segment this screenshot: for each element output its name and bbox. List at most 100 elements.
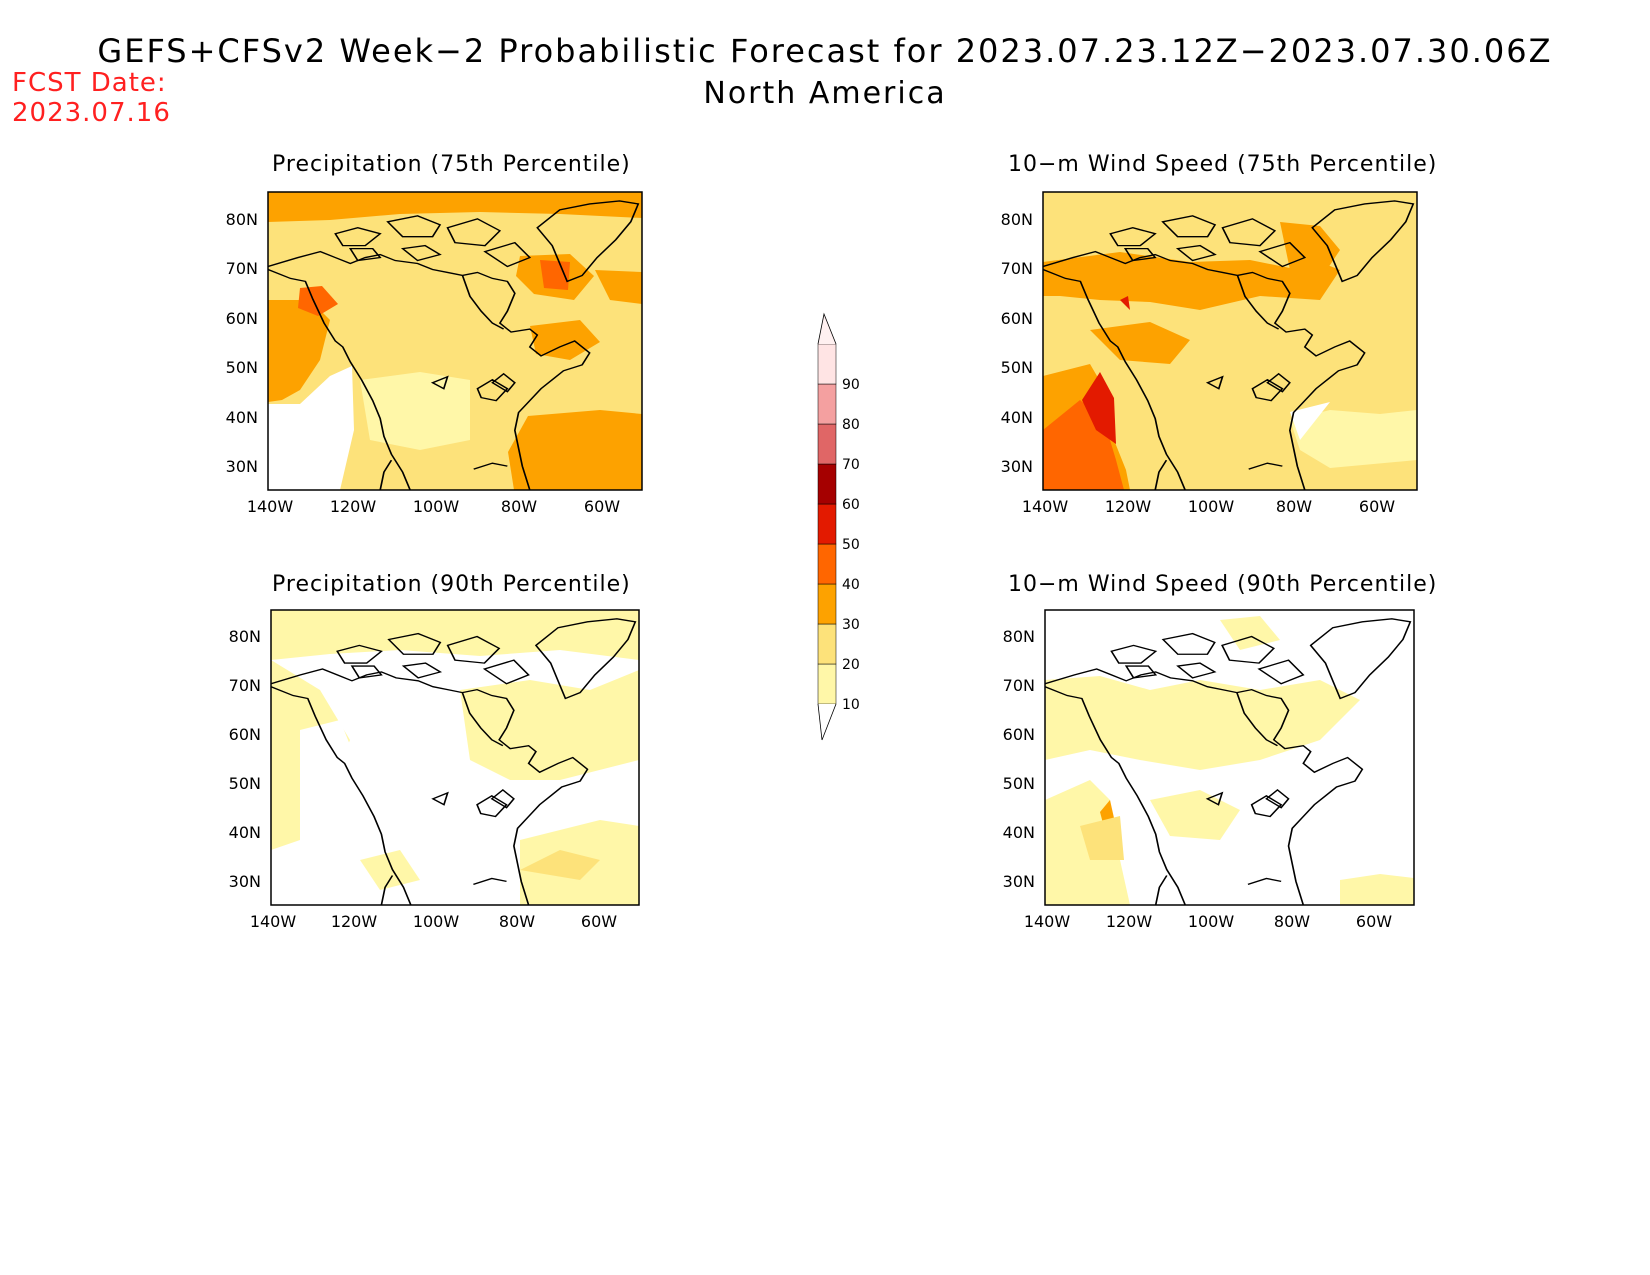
map-panel-precip-75 <box>268 192 642 490</box>
lat-label: 70N <box>229 676 261 695</box>
map-field-low <box>1150 790 1240 840</box>
colorbar-level-label: 20 <box>842 657 860 673</box>
map-field-high <box>530 320 600 360</box>
lat-axis: 80N 70N 60N 50N 40N 30N 80N 70N 60N 50N … <box>226 210 1035 891</box>
colorbar-swatch <box>817 463 837 505</box>
lat-label: 60N <box>226 309 258 328</box>
lat-label: 30N <box>229 872 261 891</box>
colorbar-top-cap <box>817 312 837 345</box>
lon-label: 60W <box>1359 497 1395 516</box>
lat-axis-p4: 80N 70N 60N 50N 40N 30N <box>1003 627 1035 891</box>
map-field-high <box>268 300 330 402</box>
lat-label: 30N <box>1003 872 1035 891</box>
lon-axis-p4: 140W 120W 100W 80W 60W <box>1024 912 1392 931</box>
colorbar-level-label: 80 <box>842 417 860 433</box>
lon-axis-p2: 140W 120W 100W 80W 60W <box>1022 497 1395 516</box>
panel-frame <box>1044 609 1415 906</box>
lon-label: 120W <box>1106 912 1153 931</box>
map-field-high <box>1043 252 1340 310</box>
lon-label: 60W <box>584 497 620 516</box>
map-field-low <box>271 610 639 660</box>
map-field-mid <box>520 850 600 880</box>
lat-label: 40N <box>1003 823 1035 842</box>
lat-label: 60N <box>1001 309 1033 328</box>
map-field-none <box>300 720 360 860</box>
map-field-highest <box>1082 372 1116 444</box>
map-field-low <box>1290 410 1417 468</box>
colorbar-swatch <box>817 343 837 385</box>
map-field-high <box>1280 222 1340 280</box>
map-field-high <box>268 192 642 222</box>
lat-label: 60N <box>1003 725 1035 744</box>
lon-axis: 140W 120W 100W 80W 60W 140W 120W 100W 80… <box>247 497 1395 931</box>
lon-label: 100W <box>1188 912 1235 931</box>
colorbar-bottom-cap <box>817 703 837 741</box>
map-field-mid <box>1080 816 1124 860</box>
map-field-high <box>508 410 642 490</box>
colorbar-level-label: 10 <box>842 697 860 713</box>
colorbar: 10 20 30 40 50 60 70 80 90 <box>817 312 860 741</box>
lat-label: 50N <box>1001 358 1033 377</box>
forecast-date-label: FCST Date: <box>12 68 167 98</box>
lon-label: 80W <box>501 497 537 516</box>
lon-label: 140W <box>250 912 297 931</box>
lat-label: 30N <box>226 457 258 476</box>
map-field-higher <box>298 286 338 316</box>
panel-frame <box>1042 191 1418 491</box>
colorbar-level-label: 70 <box>842 457 860 473</box>
lat-label: 50N <box>229 774 261 793</box>
lat-label: 80N <box>1003 627 1035 646</box>
lat-label: 80N <box>229 627 261 646</box>
lon-label: 140W <box>1022 497 1069 516</box>
lon-label: 100W <box>413 497 460 516</box>
colorbar-level-label: 60 <box>842 497 860 513</box>
lon-label: 100W <box>413 912 460 931</box>
map-field-low <box>360 850 420 890</box>
map-field-low <box>460 670 639 780</box>
map-field-higher <box>540 260 570 290</box>
map-panel-wind-75 <box>1043 192 1417 490</box>
lon-axis-p3: 140W 120W 100W 80W 60W <box>250 912 617 931</box>
colorbar-level-label: 30 <box>842 617 860 633</box>
lon-label: 140W <box>247 497 294 516</box>
lat-axis-p3: 80N 70N 60N 50N 40N 30N <box>229 627 261 891</box>
map-field-low <box>268 366 354 490</box>
map-panel-precip-90 <box>271 610 639 905</box>
map-field-low <box>1290 402 1330 440</box>
colorbar-level-label: 40 <box>842 577 860 593</box>
lon-label: 80W <box>1276 497 1312 516</box>
lat-label: 30N <box>1001 457 1033 476</box>
lat-label: 70N <box>1001 259 1033 278</box>
lat-label: 80N <box>1001 210 1033 229</box>
map-field-highest <box>1120 296 1130 310</box>
lat-axis-p2: 80N 70N 60N 50N 40N 30N <box>1001 210 1033 476</box>
lon-label: 140W <box>1024 912 1071 931</box>
map-field-high <box>595 270 642 304</box>
lon-label: 120W <box>330 497 377 516</box>
lon-label: 120W <box>1105 497 1152 516</box>
lat-label: 70N <box>1003 676 1035 695</box>
panel-title-precip-75: Precipitation (75th Percentile) <box>272 152 631 177</box>
lon-label: 120W <box>331 912 378 931</box>
lon-label: 80W <box>1274 912 1310 931</box>
lat-label: 50N <box>226 358 258 377</box>
colorbar-level-label: 50 <box>842 537 860 553</box>
panel-frame <box>267 191 643 491</box>
colorbar-swatch <box>817 423 837 465</box>
lon-label: 60W <box>1356 912 1392 931</box>
lon-axis-p1: 140W 120W 100W 80W 60W <box>247 497 620 516</box>
colorbar-swatch <box>817 503 837 545</box>
page-title: GEFS+CFSv2 Week−2 Probabilistic Forecast… <box>97 32 1553 70</box>
forecast-date-value: 2023.07.16 <box>12 98 171 128</box>
map-field-low <box>1340 874 1414 905</box>
lon-label: 100W <box>1188 497 1235 516</box>
colorbar-swatch <box>817 543 837 585</box>
panel-title-wind-90: 10−m Wind Speed (90th Percentile) <box>1008 572 1438 597</box>
lat-label: 40N <box>1001 408 1033 427</box>
lat-label: 70N <box>226 259 258 278</box>
lat-axis-p1: 80N 70N 60N 50N 40N 30N <box>226 210 258 476</box>
colorbar-swatch <box>817 663 837 705</box>
lon-label: 80W <box>499 912 535 931</box>
panel-title-precip-90: Precipitation (90th Percentile) <box>272 572 631 597</box>
